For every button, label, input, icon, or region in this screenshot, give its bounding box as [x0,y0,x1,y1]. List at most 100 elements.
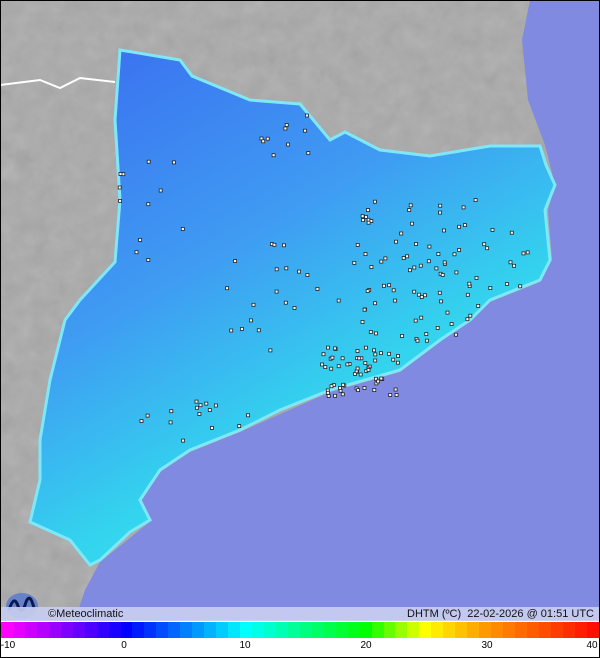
station-marker[interactable] [395,360,400,365]
station-marker[interactable] [197,411,202,416]
station-marker[interactable] [139,419,144,423]
station-marker[interactable] [363,345,368,350]
station-marker[interactable] [364,214,368,219]
station-marker[interactable] [246,413,251,418]
station-marker[interactable] [374,376,378,381]
station-marker[interactable] [239,326,244,331]
station-marker[interactable] [355,349,360,353]
station-marker[interactable] [340,392,345,397]
station-marker[interactable] [454,270,459,275]
station-marker[interactable] [274,267,279,272]
station-marker[interactable] [340,356,345,361]
station-marker[interactable] [145,413,150,418]
station-marker[interactable] [352,260,357,265]
station-marker[interactable] [355,366,360,371]
station-marker[interactable] [274,289,279,294]
station-marker[interactable] [445,310,450,315]
station-marker[interactable] [138,237,143,242]
station-marker[interactable] [198,403,203,408]
station-marker[interactable] [169,409,174,414]
station-marker[interactable] [365,289,370,293]
station-marker[interactable] [326,345,330,350]
station-marker[interactable] [207,408,212,413]
station-marker[interactable] [416,292,421,297]
station-marker[interactable] [407,208,412,213]
station-marker[interactable] [323,365,328,370]
station-marker[interactable] [391,357,396,362]
station-marker[interactable] [305,273,310,277]
station-marker[interactable] [117,185,122,190]
station-marker[interactable] [422,293,427,298]
station-marker[interactable] [284,123,289,127]
station-marker[interactable] [415,338,420,343]
station-marker[interactable] [292,305,297,310]
station-marker[interactable] [394,239,399,244]
station-marker[interactable] [381,283,386,288]
station-marker[interactable] [379,376,384,381]
station-marker[interactable] [329,384,334,389]
station-marker[interactable] [442,260,447,265]
station-marker[interactable] [146,159,151,164]
station-marker[interactable] [272,242,277,247]
station-marker[interactable] [233,259,238,264]
station-marker[interactable] [333,393,338,398]
station-marker[interactable] [362,386,367,390]
station-marker[interactable] [360,214,365,219]
station-marker[interactable] [424,332,429,336]
station-marker[interactable] [485,246,490,251]
station-marker[interactable] [158,188,163,193]
station-marker[interactable] [438,203,443,208]
station-marker[interactable] [508,260,513,265]
station-marker[interactable] [426,259,431,264]
station-marker[interactable] [225,286,230,291]
station-marker[interactable] [427,244,432,249]
station-marker[interactable] [248,318,253,323]
station-marker[interactable] [265,136,270,141]
station-marker[interactable] [424,338,429,343]
station-marker[interactable] [449,322,454,327]
station-marker[interactable] [379,259,384,264]
station-marker[interactable] [440,273,445,277]
station-marker[interactable] [438,299,443,304]
station-marker[interactable] [363,252,368,257]
station-marker[interactable] [325,390,330,395]
station-marker[interactable] [488,286,493,290]
station-marker[interactable] [405,254,410,259]
station-marker[interactable] [366,208,370,213]
station-marker[interactable] [437,290,442,295]
station-marker[interactable] [396,354,400,358]
station-marker[interactable] [465,292,470,297]
station-marker[interactable] [509,230,514,235]
station-marker[interactable] [399,231,404,236]
station-marker[interactable] [457,248,462,252]
station-marker[interactable] [320,362,325,367]
station-marker[interactable] [518,284,523,289]
station-marker[interactable] [321,352,326,357]
station-marker[interactable] [441,228,446,233]
station-marker[interactable] [286,142,291,147]
station-marker[interactable] [362,307,367,312]
station-marker[interactable] [504,282,509,286]
station-marker[interactable] [268,348,273,353]
station-marker[interactable] [237,424,242,429]
station-marker[interactable] [413,318,418,323]
station-marker[interactable] [387,283,392,288]
station-marker[interactable] [393,298,397,303]
station-marker[interactable] [366,220,371,225]
station-marker[interactable] [194,399,199,404]
station-marker[interactable] [337,386,342,390]
station-marker[interactable] [412,289,417,294]
station-marker[interactable] [368,330,373,334]
station-marker[interactable] [400,333,404,338]
station-marker[interactable] [358,372,363,377]
station-marker[interactable] [369,265,374,269]
station-marker[interactable] [372,388,377,392]
station-marker[interactable] [195,405,199,410]
station-marker[interactable] [378,351,383,356]
station-marker[interactable] [357,356,362,361]
station-marker[interactable] [213,403,218,408]
station-marker[interactable] [356,388,360,393]
station-marker[interactable] [360,320,365,324]
station-marker[interactable] [387,351,391,356]
station-marker[interactable] [473,198,478,203]
